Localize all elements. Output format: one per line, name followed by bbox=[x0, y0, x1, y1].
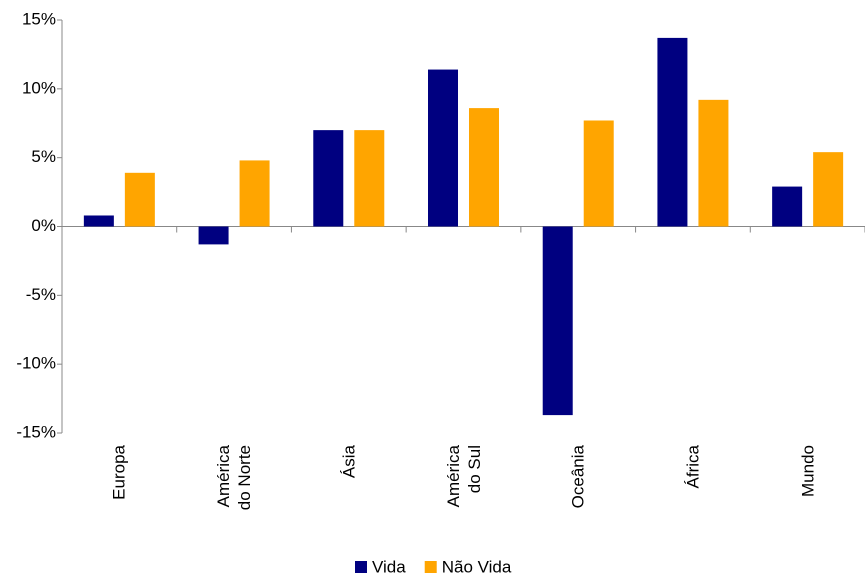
bar bbox=[657, 37, 688, 227]
y-tick-label: 0% bbox=[31, 216, 56, 235]
bar bbox=[83, 215, 114, 227]
bar bbox=[542, 226, 573, 416]
bar bbox=[124, 172, 155, 227]
bar bbox=[469, 108, 499, 227]
y-tick-label: 5% bbox=[31, 147, 56, 166]
legend-swatch bbox=[424, 561, 437, 573]
x-tick-label: América do Norte bbox=[214, 445, 255, 511]
x-tick-label: África bbox=[683, 445, 703, 489]
x-tick-label: Mundo bbox=[798, 445, 818, 497]
x-tick-label: América do Sul bbox=[443, 445, 484, 508]
legend-label: Não Vida bbox=[442, 557, 512, 576]
bar bbox=[239, 160, 270, 227]
y-tick-label: -10% bbox=[16, 354, 56, 373]
legend-swatch bbox=[355, 561, 367, 573]
bar bbox=[698, 99, 729, 227]
y-tick-label: 15% bbox=[22, 9, 56, 28]
x-tick-label: Europa bbox=[109, 445, 129, 500]
bar bbox=[813, 152, 844, 227]
bar bbox=[583, 120, 614, 227]
bar bbox=[313, 130, 344, 227]
bar bbox=[428, 69, 458, 227]
y-tick-label: -15% bbox=[16, 422, 56, 441]
x-tick-label: Ásia bbox=[339, 445, 359, 479]
legend-label: Vida bbox=[372, 557, 406, 576]
y-tick-label: 10% bbox=[22, 78, 56, 97]
bar bbox=[772, 186, 803, 227]
bar bbox=[354, 130, 385, 227]
x-tick-label: Oceânia bbox=[568, 445, 588, 509]
bar bbox=[198, 226, 229, 245]
y-tick-label: -5% bbox=[26, 285, 56, 304]
